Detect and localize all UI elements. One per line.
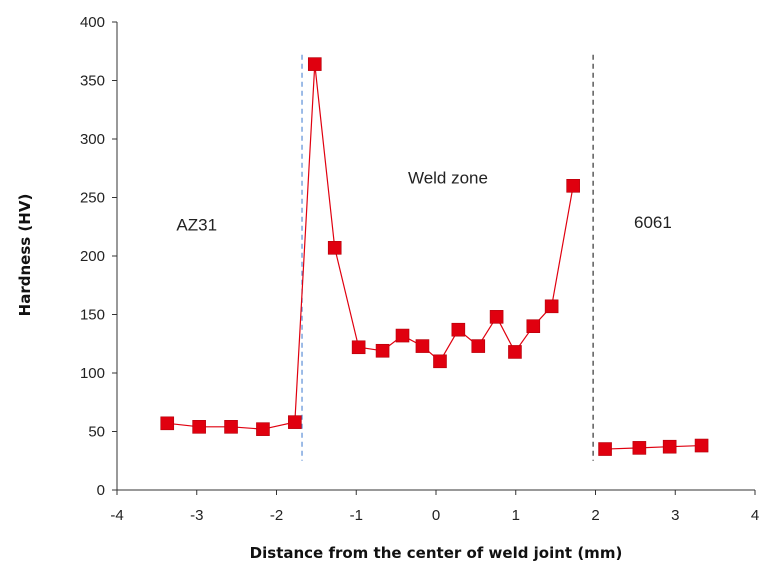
data-point (433, 354, 447, 369)
y-tick-label: 350 (80, 73, 105, 90)
data-point (160, 416, 175, 431)
region-label: 6061 (634, 213, 672, 232)
region-label: Weld zone (408, 168, 488, 187)
x-tick-label: 2 (591, 507, 599, 524)
data-point (632, 441, 647, 455)
y-tick-label: 150 (80, 307, 105, 324)
data-point (288, 415, 302, 429)
data-point (662, 439, 677, 454)
data-point (566, 179, 580, 193)
data-point (508, 345, 522, 359)
series-lines (167, 64, 702, 450)
y-tick-label: 100 (80, 365, 105, 382)
x-tick-label: -4 (110, 507, 123, 524)
data-point (489, 310, 504, 324)
x-tick-label: 4 (751, 507, 759, 524)
zone-boundaries (301, 54, 594, 461)
series-line (167, 64, 574, 430)
data-markers (160, 57, 709, 456)
data-point (471, 339, 486, 353)
data-point (327, 241, 342, 255)
y-tick-label: 400 (80, 14, 105, 31)
data-point (395, 328, 410, 343)
axes: 0 50 100 150 200 250 300 350 400 -4 -3 -2 -1 0 1 2 3 4 (80, 14, 759, 524)
y-tick-label: 200 (80, 248, 105, 265)
region-label: AZ31 (176, 215, 217, 234)
x-tick-label: -3 (190, 507, 203, 524)
x-tick-label: 3 (671, 507, 679, 524)
x-tick-label: 1 (512, 507, 520, 524)
data-point (544, 299, 559, 314)
x-tick-label: -2 (270, 507, 283, 524)
data-point (307, 57, 322, 71)
data-point (451, 322, 466, 337)
data-point (415, 339, 430, 353)
x-axis-title: Distance from the center of weld joint (… (250, 544, 623, 562)
data-point (694, 438, 709, 453)
data-point (375, 343, 390, 358)
series-line (605, 444, 702, 450)
data-point (224, 420, 238, 434)
data-point (192, 420, 206, 434)
data-point (526, 319, 541, 334)
data-point (351, 340, 366, 355)
data-point (256, 422, 270, 436)
data-point (598, 442, 612, 456)
x-tick-label: 0 (432, 507, 440, 524)
y-axis-title: Hardness (HV) (16, 194, 34, 317)
y-tick-label: 50 (88, 424, 105, 441)
annotations: AZ31 Weld zone 6061 (176, 168, 671, 234)
y-tick-label: 250 (80, 190, 105, 207)
y-tick-label: 300 (80, 131, 105, 148)
x-tick-label: -1 (350, 507, 363, 524)
y-tick-label: 0 (97, 482, 105, 499)
